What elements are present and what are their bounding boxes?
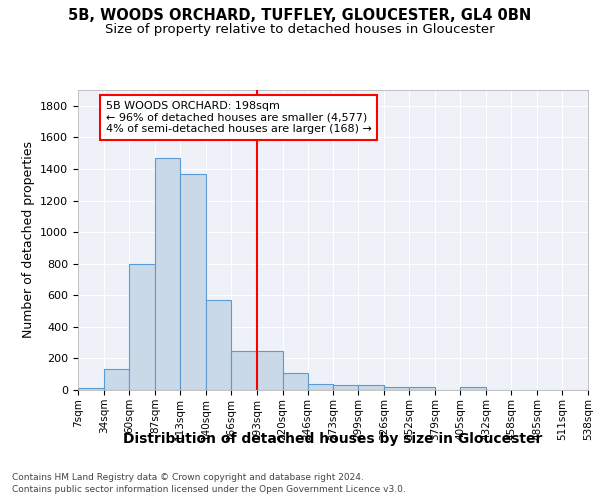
Bar xyxy=(104,370,129,390)
Y-axis label: Number of detached properties: Number of detached properties xyxy=(22,142,35,338)
Bar xyxy=(385,387,409,390)
Bar xyxy=(358,386,385,390)
Bar xyxy=(409,387,435,390)
Bar xyxy=(206,300,231,390)
Bar xyxy=(460,387,486,390)
Text: Size of property relative to detached houses in Gloucester: Size of property relative to detached ho… xyxy=(105,22,495,36)
Bar xyxy=(155,158,180,390)
Bar xyxy=(308,384,334,390)
Bar xyxy=(334,386,358,390)
Text: 5B, WOODS ORCHARD, TUFFLEY, GLOUCESTER, GL4 0BN: 5B, WOODS ORCHARD, TUFFLEY, GLOUCESTER, … xyxy=(68,8,532,22)
Bar xyxy=(283,372,308,390)
Text: 5B WOODS ORCHARD: 198sqm
← 96% of detached houses are smaller (4,577)
4% of semi: 5B WOODS ORCHARD: 198sqm ← 96% of detach… xyxy=(106,101,372,134)
Text: Contains public sector information licensed under the Open Government Licence v3: Contains public sector information licen… xyxy=(12,485,406,494)
Text: Contains HM Land Registry data © Crown copyright and database right 2024.: Contains HM Land Registry data © Crown c… xyxy=(12,472,364,482)
Bar xyxy=(129,264,155,390)
Bar xyxy=(231,350,257,390)
Bar xyxy=(257,350,283,390)
Bar xyxy=(180,174,206,390)
Bar xyxy=(78,388,104,390)
Text: Distribution of detached houses by size in Gloucester: Distribution of detached houses by size … xyxy=(124,432,542,446)
